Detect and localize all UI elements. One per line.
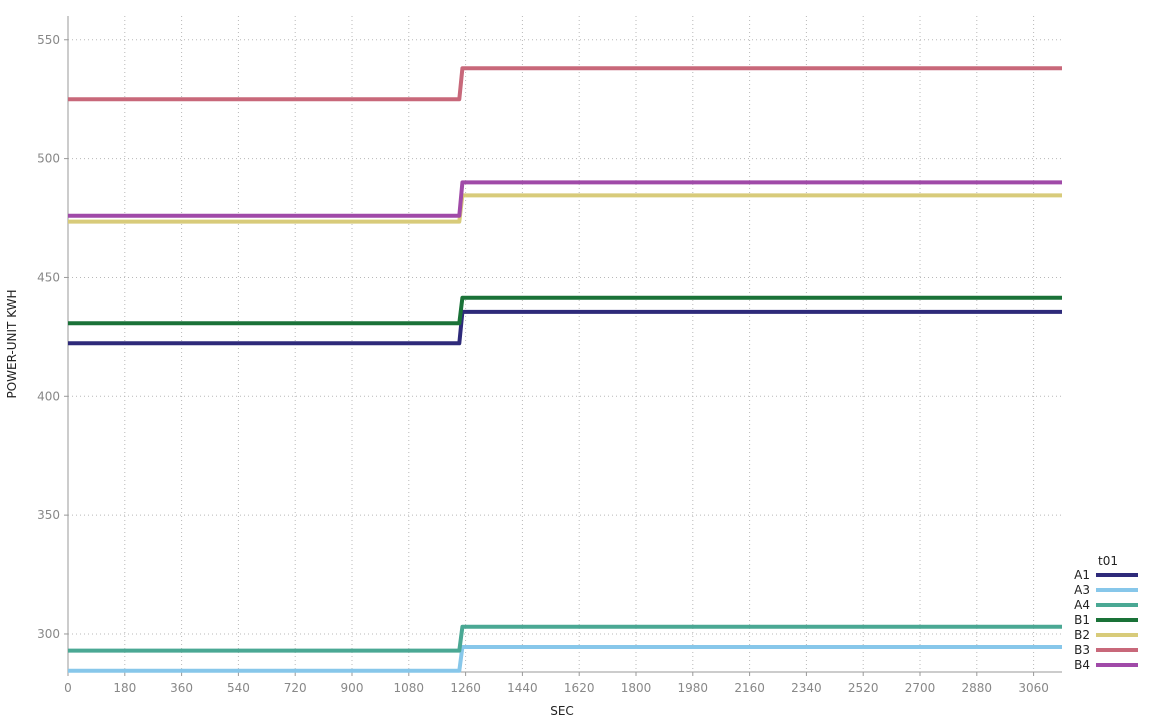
x-axis-label: SEC — [550, 704, 574, 718]
legend-label-a4: A4 — [1074, 598, 1090, 612]
x-tick-label: 540 — [227, 681, 250, 695]
y-tick-label: 400 — [37, 389, 60, 403]
y-tick-label: 350 — [37, 508, 60, 522]
x-tick-label: 1980 — [678, 681, 709, 695]
series-line-a4 — [68, 624, 1062, 653]
x-tick-label: 2880 — [962, 681, 993, 695]
series-line-b1 — [68, 295, 1062, 326]
x-tick-label: 0 — [64, 681, 72, 695]
series-lines — [68, 66, 1062, 673]
x-tick-label: 360 — [170, 681, 193, 695]
x-tick-label: 2340 — [791, 681, 822, 695]
x-tick-label: 1800 — [621, 681, 652, 695]
x-tick-label: 900 — [341, 681, 364, 695]
y-tick-label: 300 — [37, 627, 60, 641]
y-tick-labels: 300 350 400 450 500 550 — [37, 33, 60, 641]
legend-label-b1: B1 — [1074, 613, 1090, 627]
x-tick-label: 2520 — [848, 681, 879, 695]
legend-label-a3: A3 — [1074, 583, 1090, 597]
x-tick-label: 3060 — [1018, 681, 1049, 695]
legend-title: t01 — [1098, 554, 1118, 568]
y-tick-label: 450 — [37, 270, 60, 284]
x-tick-label: 2160 — [734, 681, 765, 695]
series-line-a1 — [68, 309, 1062, 346]
x-tick-label: 2700 — [905, 681, 936, 695]
x-tick-label: 1440 — [507, 681, 538, 695]
series-line-a3 — [68, 645, 1062, 673]
legend-label-b3: B3 — [1074, 643, 1090, 657]
x-tick-label: 1260 — [450, 681, 481, 695]
series-line-b3 — [68, 66, 1062, 102]
legend-label-a1: A1 — [1074, 568, 1090, 582]
legend-label-b2: B2 — [1074, 628, 1090, 642]
x-tick-label: 720 — [284, 681, 307, 695]
x-tick-label: 1080 — [394, 681, 425, 695]
y-axis-label: POWER-UNIT KWH — [5, 289, 19, 398]
series-line-b4 — [68, 180, 1062, 218]
x-tick-labels: 0 180 360 540 720 900 1080 1260 1440 1620 1800 1980… — [64, 681, 1049, 695]
legend-label-b4: B4 — [1074, 658, 1090, 672]
x-tick-label: 1620 — [564, 681, 595, 695]
x-tick-label: 180 — [113, 681, 136, 695]
y-tick-label: 500 — [37, 152, 60, 166]
y-tick-label: 550 — [37, 33, 60, 47]
grid — [64, 16, 1062, 676]
